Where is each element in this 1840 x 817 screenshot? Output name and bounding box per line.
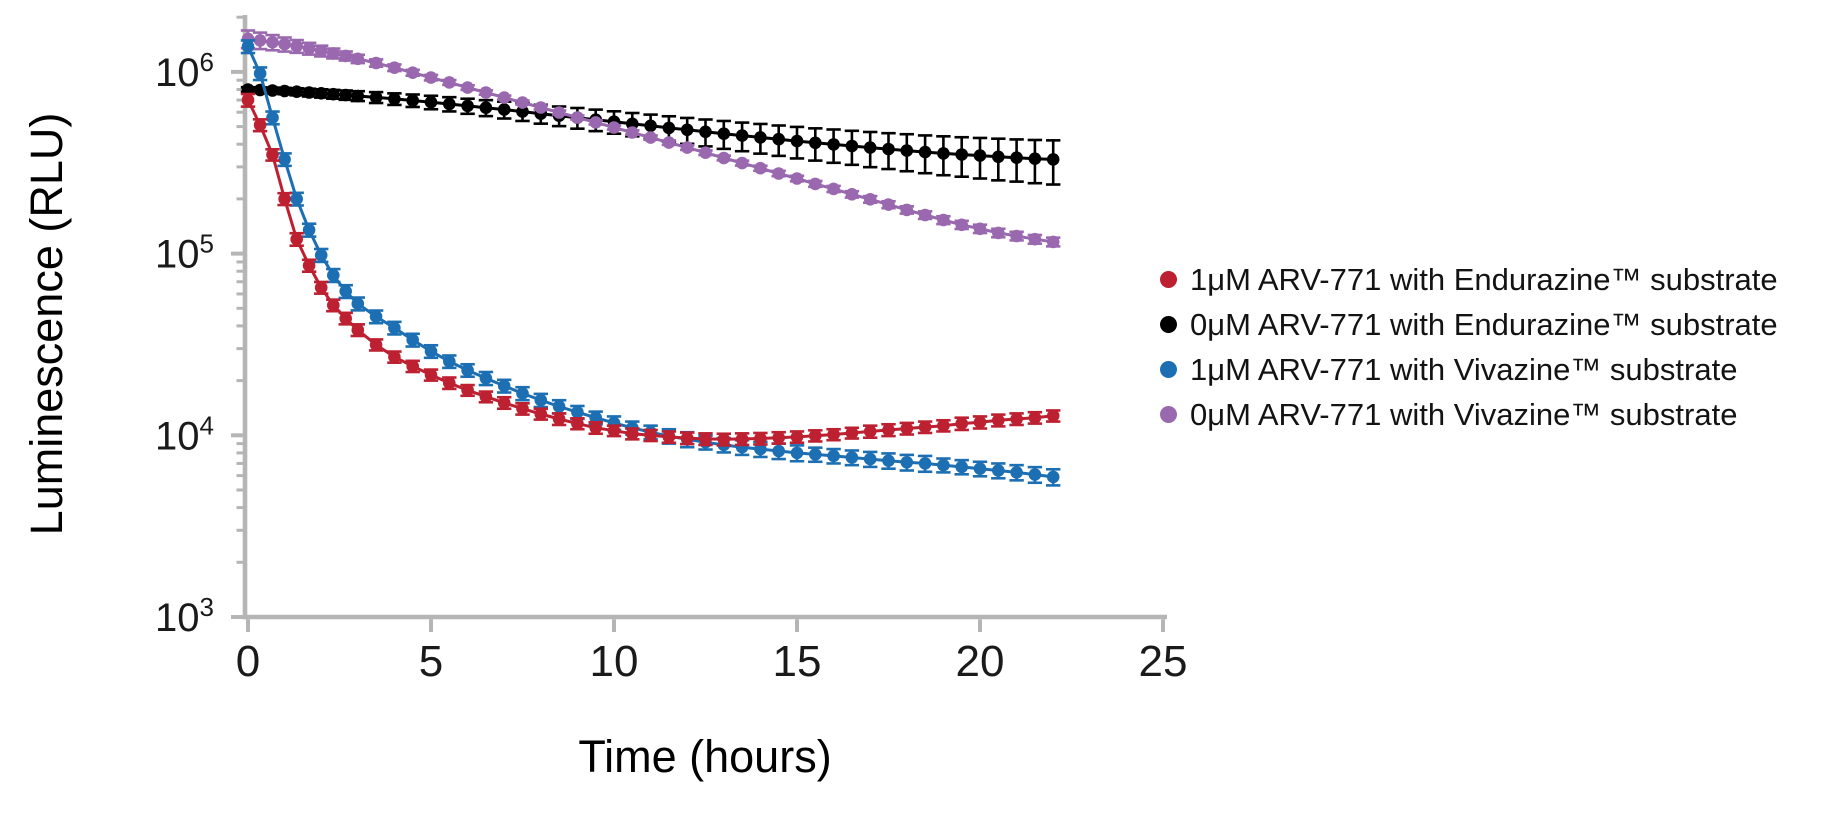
- legend-item: 1μM ARV-771 with Vivazine™ substrate: [1150, 347, 1778, 392]
- y-tick-label: 106: [155, 47, 214, 95]
- legend-item-label: 1μM ARV-771 with Vivazine™ substrate: [1190, 351, 1738, 387]
- legend-marker-red-icon: [1160, 271, 1177, 288]
- x-tick-label: 0: [236, 637, 260, 686]
- legend-item: 0μM ARV-771 with Vivazine™ substrate: [1150, 392, 1778, 437]
- series-purple-0uM-vivazine: [240, 29, 1061, 249]
- x-axis-title: Time (hours): [578, 731, 831, 782]
- legend-item-label: 1μM ARV-771 with Endurazine™ substrate: [1190, 261, 1778, 297]
- legend-marker-blue-icon: [1160, 361, 1177, 378]
- x-tick-label: 5: [419, 637, 443, 686]
- legend-marker-black-icon: [1160, 316, 1177, 333]
- plot-series: [240, 29, 1061, 487]
- legend: 1μM ARV-771 with Endurazine™ substrate 0…: [1150, 257, 1778, 437]
- x-tick-label: 20: [956, 637, 1005, 686]
- legend-item-label: 0μM ARV-771 with Vivazine™ substrate: [1190, 396, 1738, 432]
- x-tick-label: 25: [1139, 637, 1188, 686]
- legend-item: 1μM ARV-771 with Endurazine™ substrate: [1150, 257, 1778, 302]
- series-blue-1uM-vivazine: [240, 39, 1061, 487]
- axes: 103 104 105 106 0 5 10 15 20 25: [155, 15, 1187, 686]
- y-tick-label: 104: [155, 410, 214, 458]
- legend-item: 0μM ARV-771 with Endurazine™ substrate: [1150, 302, 1778, 347]
- legend-marker-purple-icon: [1160, 406, 1177, 423]
- y-axis-title: Luminescence (RLU): [21, 113, 72, 536]
- series-red-1uM-endurazine: [240, 92, 1061, 447]
- y-tick-label: 103: [155, 592, 214, 640]
- x-tick-label: 10: [590, 637, 639, 686]
- y-tick-label: 105: [155, 229, 214, 277]
- legend-item-label: 0μM ARV-771 with Endurazine™ substrate: [1190, 306, 1778, 342]
- x-tick-label: 15: [773, 637, 822, 686]
